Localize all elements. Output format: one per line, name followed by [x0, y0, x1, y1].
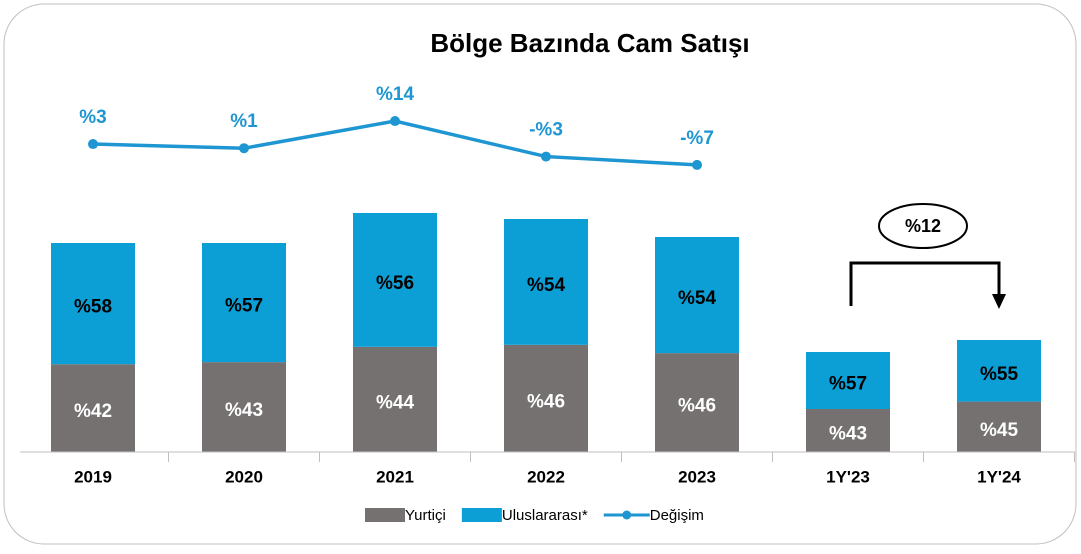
x-tick-label: 2023	[678, 467, 716, 486]
line-point	[390, 116, 400, 127]
value-label: %46	[678, 396, 716, 417]
value-label: %42	[74, 401, 112, 422]
line-label: %14	[376, 84, 414, 105]
bar-segment	[504, 344, 588, 452]
x-tick-label: 2020	[225, 467, 263, 486]
value-label: %45	[980, 420, 1018, 441]
value-label: %58	[74, 297, 112, 318]
line-point	[692, 159, 702, 170]
bar-segment	[957, 340, 1041, 402]
x-tick-label: 2021	[376, 467, 414, 486]
legend-swatch	[461, 508, 502, 522]
value-label: %43	[829, 424, 867, 445]
legend-label: Değişim	[650, 507, 704, 524]
line-label: %3	[79, 107, 106, 128]
x-tick-label: 2022	[527, 467, 565, 486]
value-label: %55	[980, 364, 1018, 385]
line-point	[541, 151, 551, 162]
line-point	[239, 143, 249, 154]
value-label: %44	[376, 392, 414, 413]
x-tick-label: 1Y'24	[977, 467, 1021, 486]
bar-segment	[202, 243, 286, 363]
bar-segment	[806, 409, 890, 452]
bar-segment	[504, 219, 588, 345]
x-tick-label: 2019	[74, 467, 112, 486]
bar-segment	[51, 364, 135, 452]
arrow-head	[992, 294, 1006, 309]
bar-segment	[806, 352, 890, 409]
legend-swatch	[365, 508, 405, 522]
annotation: %12	[905, 216, 941, 236]
legend-marker	[622, 510, 632, 520]
value-label: %54	[527, 275, 565, 296]
bar-segment	[51, 243, 135, 365]
legend-label: Yurtiçi	[405, 507, 446, 524]
bar-segment	[957, 401, 1041, 452]
line-point	[88, 139, 98, 150]
bar-segment	[655, 353, 739, 452]
legend-label: Uluslararası*	[502, 507, 588, 524]
value-label: %43	[225, 400, 263, 421]
line-label: %1	[230, 111, 258, 132]
line-label: -%7	[680, 128, 714, 149]
x-tick-label: 1Y'23	[826, 467, 870, 486]
value-label: %46	[527, 391, 565, 412]
value-label: %54	[678, 288, 716, 309]
line-label: -%3	[529, 120, 563, 141]
bar-segment	[353, 346, 437, 452]
value-label: %57	[225, 296, 263, 317]
chart-title: Bölge Bazında Cam Satışı	[430, 28, 749, 58]
annotation-ellipse	[878, 203, 968, 249]
value-label: %57	[829, 374, 867, 395]
bracket	[849, 261, 1001, 306]
value-label: %56	[376, 273, 414, 294]
bar-segment	[353, 213, 437, 347]
bar-segment	[655, 237, 739, 354]
bar-segment	[202, 362, 286, 452]
